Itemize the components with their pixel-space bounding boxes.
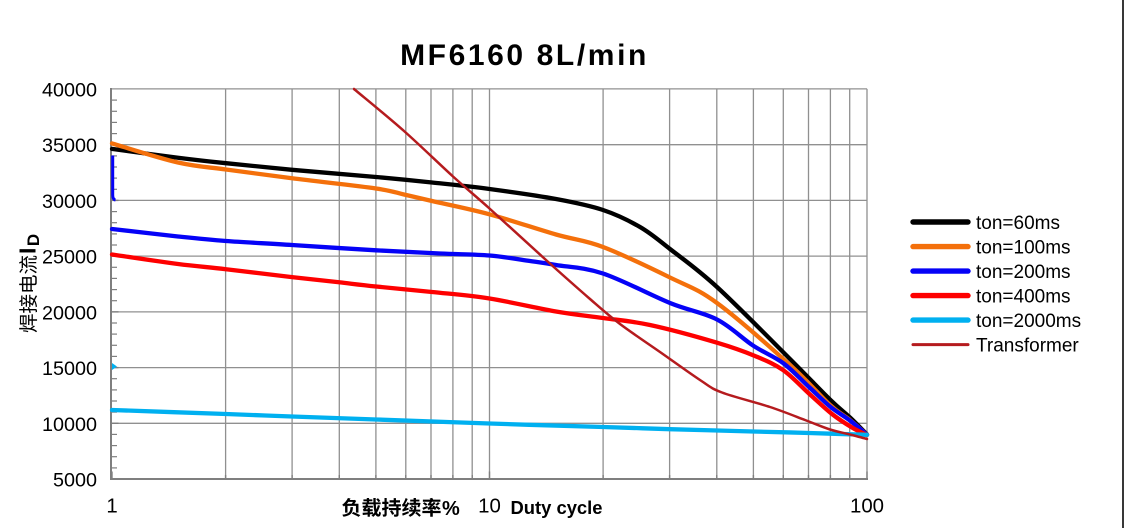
svg-text:%: % (442, 498, 460, 520)
svg-text:100: 100 (850, 496, 884, 518)
svg-text:25000: 25000 (42, 247, 97, 269)
svg-text:ton=2000ms: ton=2000ms (976, 311, 1081, 332)
svg-text:Transformer: Transformer (976, 335, 1079, 356)
svg-text:40000: 40000 (42, 80, 97, 102)
svg-text:Duty cycle: Duty cycle (511, 497, 603, 518)
svg-text:ton=400ms: ton=400ms (976, 286, 1071, 307)
svg-text:ton=200ms: ton=200ms (976, 262, 1071, 283)
svg-text:1: 1 (106, 496, 117, 518)
svg-text:10: 10 (478, 496, 501, 518)
svg-text:5000: 5000 (53, 470, 97, 492)
svg-text:ID: ID (15, 234, 43, 254)
svg-text:ton=60ms: ton=60ms (976, 213, 1060, 234)
svg-text:35000: 35000 (42, 135, 97, 157)
svg-text:15000: 15000 (42, 358, 97, 380)
svg-text:ton=100ms: ton=100ms (976, 237, 1071, 258)
svg-text:30000: 30000 (42, 191, 97, 213)
svg-text:10000: 10000 (42, 414, 97, 436)
svg-text:20000: 20000 (42, 302, 97, 324)
